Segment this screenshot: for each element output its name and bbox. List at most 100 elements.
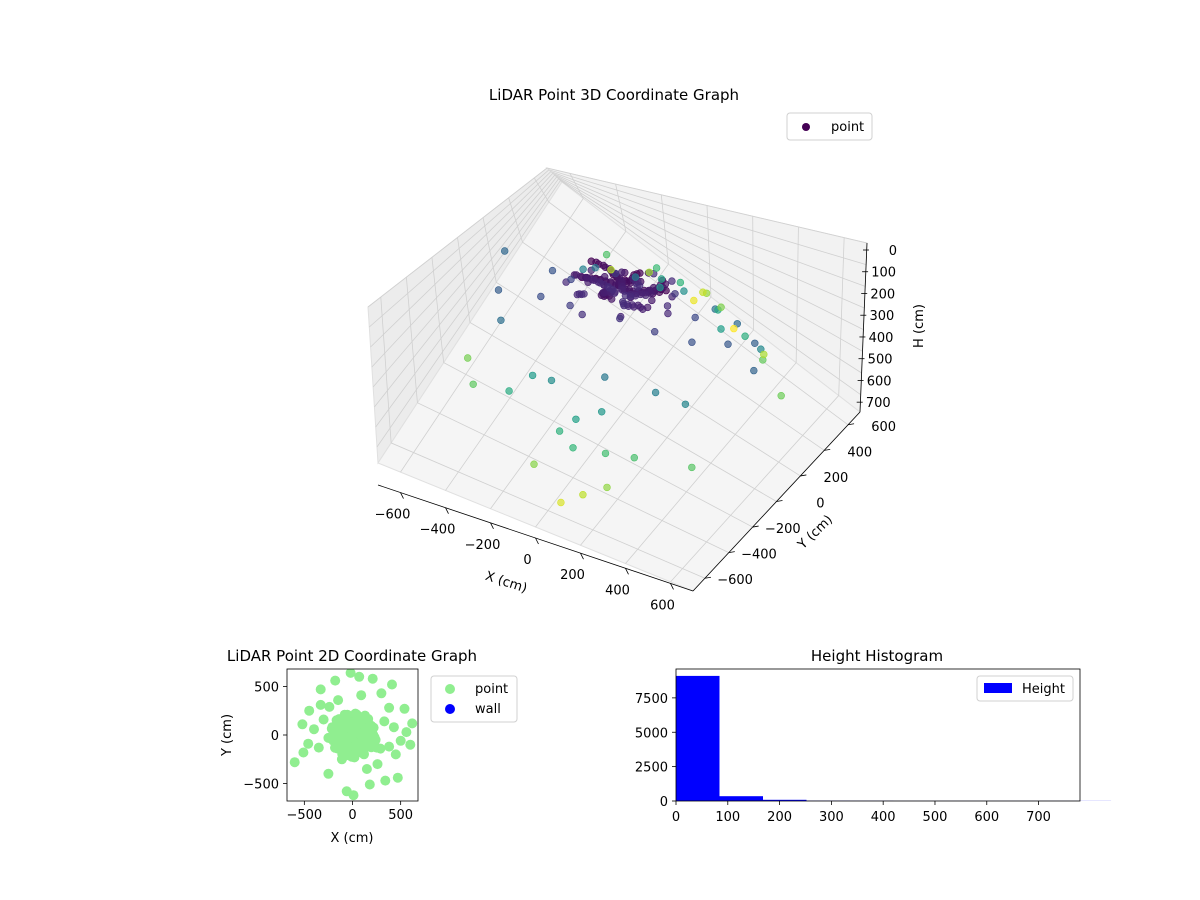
scatter3d-point: [688, 338, 696, 346]
scatter3d-point: [668, 277, 676, 285]
scatter3d-point: [656, 283, 664, 292]
scatter2d-y-tick-label: 0: [271, 729, 279, 744]
scatter3d-point: [572, 415, 580, 423]
scatter2d-point: [342, 733, 353, 744]
scatter3d-point: [688, 463, 696, 472]
scatter3d-point: [621, 291, 630, 300]
ticks-3d: −600−400−2000200400600−600−400−200020040…: [375, 244, 897, 613]
scatter2d-point: [390, 749, 401, 760]
scatter2d-point: [399, 703, 410, 714]
y-tick-mark: [752, 525, 759, 528]
scatter3d-title: LiDAR Point 3D Coordinate Graph: [489, 86, 739, 104]
scatter3d-point: [602, 250, 611, 259]
scatter3d-point: [651, 388, 660, 397]
scatter3d-point: [652, 264, 661, 272]
legend-marker-height: [984, 683, 1012, 693]
hist-x-tick-label: 600: [974, 810, 999, 825]
scatter3d-point: [548, 266, 557, 275]
scatter2d-point: [360, 710, 370, 721]
scatter3d-point: [730, 324, 738, 333]
scatter3d-point: [579, 265, 587, 273]
scatter3d-point: [650, 328, 659, 336]
scatter3d-point: [608, 286, 617, 294]
x-tick-mark: [445, 507, 449, 514]
grid-line-h: [370, 171, 866, 348]
scatter2d-point: [315, 699, 326, 710]
scatter3d-points: [464, 247, 785, 507]
scatter2d-point: [297, 719, 308, 730]
grid-line-h: [372, 174, 864, 388]
histogram-ticks: 0 100 200 300 400 500 600 700 0 2500 5000 7500: [635, 692, 1051, 825]
scatter2d-point: [370, 734, 381, 745]
scatter3d-ylabel: Y (cm): [795, 512, 836, 553]
scatter3d-point: [601, 373, 609, 381]
grid-line-x: [400, 173, 584, 473]
y-tick-label: 200: [824, 471, 849, 486]
scatter3d-xlabel: X (cm): [483, 569, 529, 597]
x-tick-mark: [490, 522, 494, 530]
scatter2d-point: [387, 679, 397, 690]
scatter3d-point: [501, 247, 509, 255]
hist-x-tick-label: 300: [819, 810, 844, 825]
grid-line-h: [371, 172, 865, 368]
scatter2d-point: [361, 764, 372, 774]
scatter3d-point: [591, 264, 599, 272]
hist-x-tick-label: 0: [672, 810, 680, 825]
scatter3d-point: [724, 340, 732, 348]
x-tick-label: −400: [420, 523, 456, 538]
z-tick-label: 700: [866, 396, 891, 411]
x-tick-label: 400: [605, 583, 630, 598]
scatter2d-point: [304, 705, 315, 716]
legend-label-height: Height: [1022, 682, 1065, 697]
z-tick-label: 400: [869, 331, 894, 346]
x-tick-mark: [625, 568, 629, 575]
scatter3d-point: [597, 408, 606, 416]
scatter3d-point: [663, 302, 672, 310]
scatter2d-point: [364, 779, 375, 790]
scatter3d-point: [578, 310, 586, 319]
scatter2d-point: [351, 724, 362, 735]
scatter3d-point: [464, 354, 472, 362]
scatter2d-point: [336, 754, 347, 765]
z-tick-label: 200: [870, 287, 895, 302]
scatter2d-point: [334, 714, 344, 725]
scatter2d-title: LiDAR Point 2D Coordinate Graph: [227, 647, 477, 665]
grid-line-x: [490, 194, 669, 509]
scatter3d-panel: LiDAR Point 3D Coordinate Graph −600 −400…: [367, 86, 927, 613]
histogram-panel: Height Histogram 0 100 200 300 400 500 600 7000…: [635, 647, 1112, 825]
scatter2d-xlabel: X (cm): [331, 831, 374, 846]
scatter3d-point: [601, 449, 610, 458]
scatter3d-point: [580, 290, 588, 298]
hist-x-tick-label: 500: [923, 810, 948, 825]
z-tick-label: 0: [889, 244, 897, 259]
scatter3d-point: [676, 278, 685, 287]
scatter2d-point: [362, 731, 373, 742]
scatter3d-point: [671, 290, 679, 298]
scatter3d-zlabel: H (cm): [912, 304, 927, 348]
grid-line-y: [457, 237, 777, 502]
grid-line-x: [625, 226, 799, 564]
scatter2d-ylabel: Y (cm): [220, 714, 235, 757]
scatter2d-point: [289, 757, 300, 768]
y-tick-mark: [776, 500, 783, 502]
scatter2d-points: [289, 669, 418, 801]
scatter2d-point: [371, 742, 382, 753]
grid-line-y: [380, 297, 706, 579]
x-tick-mark: [580, 552, 584, 560]
scatter3d-point: [681, 400, 690, 408]
scatter2d-point: [367, 673, 378, 684]
scatter3d-point: [750, 366, 758, 375]
histogram-bar: [719, 796, 763, 801]
z-tick-label: 100: [871, 266, 896, 281]
scatter3d-point: [717, 325, 725, 333]
scatter3d-point: [530, 460, 538, 468]
scatter3d-point: [751, 339, 759, 347]
hist-x-tick-label: 700: [1026, 810, 1051, 825]
legend-label-wall-2d: wall: [475, 702, 501, 717]
legend-label-point-2d: point: [475, 682, 508, 697]
scatter2d-point: [315, 684, 326, 695]
hist-y-tick-label: 2500: [635, 761, 668, 776]
grid-line-h: [375, 178, 862, 428]
grid-line-y: [431, 257, 753, 528]
legend-box-hist: [976, 675, 1074, 702]
